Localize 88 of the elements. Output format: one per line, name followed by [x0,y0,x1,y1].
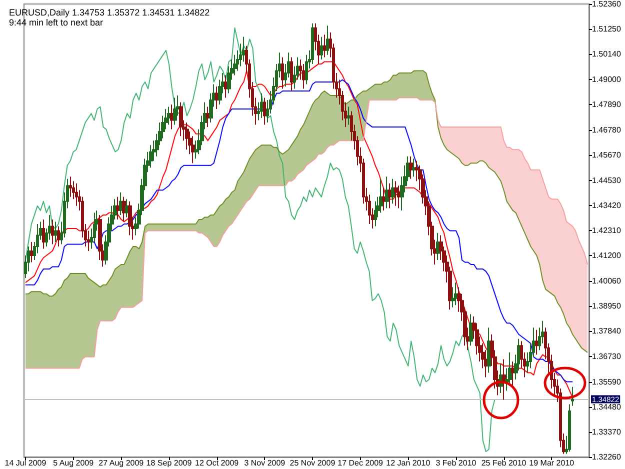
y-tick-label: 1.45670 [592,150,622,160]
candlestick [179,102,183,137]
x-tick-label: 18 Sep 2009 [146,458,192,468]
candlestick [326,25,329,56]
y-tick-label: 1.42310 [592,226,622,235]
candlestick [75,182,78,206]
y-tick-label: 1.38950 [592,302,622,311]
candlestick [397,185,401,209]
x-tick-label: 5 Aug 2009 [53,458,94,468]
candlestick [302,63,305,90]
candlestick [119,192,123,216]
candlestick [116,196,120,220]
candlestick [224,74,228,98]
y-tick-label: 1.40060 [592,276,622,286]
x-tick-label: 14 Jul 2009 [4,458,47,468]
y-tick-label: 1.32260 [592,452,622,462]
y-tick-label: 1.52360 [592,0,622,8]
candlestick [30,241,33,263]
x-tick-label: 3 Feb 2010 [436,458,477,468]
y-tick-label: 1.49000 [592,75,622,84]
candlestick [149,144,153,168]
candlestick [167,106,171,126]
candlestick [412,158,416,178]
candlestick [173,97,177,126]
candlestick [125,198,129,218]
x-tick-label: 25 Nov 2009 [290,458,336,468]
candlestick [436,232,440,261]
candlestick [242,36,245,62]
x-tick-label: 12 Oct 2009 [195,458,240,468]
candlestick [233,54,237,76]
y-tick-label: 1.37840 [592,326,622,336]
chart-title: EURUSD,Daily 1.34753 1.35372 1.34531 1.34822 [9,8,210,18]
y-tick-label: 1.43420 [592,200,622,210]
candlestick [185,122,189,150]
candlestick [511,360,515,387]
y-tick-label: 1.36730 [592,352,622,361]
candlestick [215,86,219,110]
candlestick [128,200,132,236]
text: 9:44 min left to next bar [9,18,104,28]
candlestick [571,386,574,406]
candlestick [170,104,174,130]
candlestick [568,404,571,452]
candlestick [42,218,45,250]
candlestick [57,226,60,247]
candlestick [311,22,314,64]
x-tick-label: 25 Feb 2010 [481,458,527,468]
candlestick [379,178,383,214]
y-tick-label: 1.34480 [592,402,622,412]
y-tick-label: 1.33370 [592,427,622,436]
candlestick [391,178,395,204]
candlestick [487,327,491,374]
candlestick [451,286,455,308]
y-tick-label: 1.46780 [592,125,622,134]
candlestick [469,314,473,346]
candlestick [394,180,398,206]
candlestick [347,106,350,126]
candlestick [69,176,72,198]
candlestick [260,92,263,119]
candlestick [305,54,308,85]
y-tick-label: 1.35590 [592,377,622,386]
candlestick [323,34,326,58]
candlestick [454,282,458,306]
candlestick [54,221,57,242]
candlestick [206,106,210,128]
x-tick-label: 19 Mar 2010 [529,458,575,468]
candlestick [385,176,389,209]
y-tick-label: 1.44530 [592,176,622,185]
candlestick [502,358,506,400]
candlestick [409,156,413,180]
candlestick [191,136,195,164]
y-tick-label: 1.50140 [592,50,622,59]
candlestick [281,56,284,90]
candlestick [535,329,538,356]
candlestick [51,218,54,245]
candlestick [388,182,392,209]
x-tick-label: 17 Dec 2009 [338,458,384,468]
y-tick-label: 1.51250 [592,24,622,34]
x-tick-label: 27 Aug 2009 [98,458,144,468]
candlestick [320,36,323,60]
x-tick-label: 12 Jan 2010 [386,458,431,468]
y-tick-label: 1.47890 [592,100,622,110]
candlestick [290,56,293,92]
candlestick [374,200,377,227]
x-tick-label: 3 Nov 2009 [244,458,286,468]
candlestick [122,196,126,222]
y-tick-label: 1.41200 [592,251,622,260]
candlestick [263,97,266,126]
candlestick [382,187,386,211]
